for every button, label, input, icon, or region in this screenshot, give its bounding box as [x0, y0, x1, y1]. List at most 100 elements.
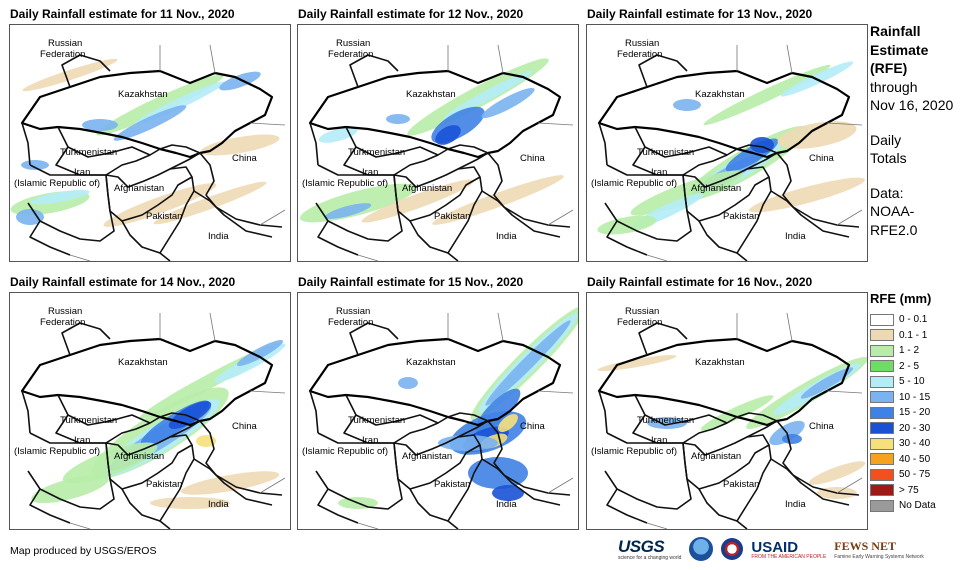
side-line-6: Daily — [870, 131, 902, 148]
map-label-russia_2: Federation — [328, 49, 373, 60]
admin-border — [646, 254, 668, 261]
legend-label: > 75 — [899, 484, 919, 496]
map-label-afghanistan: Afghanistan — [691, 451, 741, 462]
map-label-afghanistan: Afghanistan — [691, 183, 741, 194]
rainfall-area — [597, 355, 677, 371]
map-label-russia_2: Federation — [40, 317, 85, 328]
map-label-china: China — [809, 421, 835, 432]
side-line-8: Data: — [870, 184, 904, 201]
country-border — [309, 390, 319, 434]
country-border — [315, 432, 403, 510]
country-border — [606, 488, 648, 524]
country-border — [481, 190, 561, 238]
country-border — [159, 144, 201, 170]
side-description: Rainfall Estimate (RFE) through Nov 16, … — [870, 22, 953, 239]
country-border — [447, 252, 459, 261]
legend-swatch — [870, 391, 894, 404]
legend-item: No Data — [870, 498, 936, 514]
country-border — [20, 337, 274, 427]
country-border — [27, 432, 115, 510]
rainfall-area — [113, 105, 187, 141]
country-border — [409, 444, 483, 522]
legend-label: 2 - 5 — [899, 360, 920, 372]
map-label-turkmenistan: Turkmenistan — [637, 147, 694, 158]
map-panel-6: Russian Federation Kazakhstan Turkmenistan I… — [586, 292, 868, 530]
admin-border — [836, 477, 863, 494]
legend-swatch — [870, 406, 894, 419]
admin-border — [547, 477, 574, 494]
country-border — [159, 412, 201, 438]
map-label-china: China — [809, 153, 835, 164]
legend-label: 30 - 40 — [899, 438, 931, 450]
admin-border — [826, 390, 863, 394]
admin-border — [646, 522, 668, 529]
map-label-iran_2: (Islamic Republic of) — [14, 178, 100, 189]
legend-item: 10 - 15 — [870, 390, 936, 406]
country-border — [736, 412, 778, 438]
rainfall-area — [703, 64, 831, 126]
map-label-kazakhstan: Kazakhstan — [118, 89, 168, 100]
country-border — [393, 166, 481, 222]
map-panel-3: Russian Federation Kazakhstan Turkmenistan I… — [586, 24, 868, 262]
rainfall-area — [492, 485, 524, 501]
map-label-pakistan: Pakistan — [723, 479, 759, 490]
country-border — [638, 54, 688, 88]
map-label-russia_2: Federation — [617, 317, 662, 328]
country-border — [682, 166, 770, 222]
map-label-china: China — [520, 421, 546, 432]
rainfall-area — [398, 377, 418, 389]
admin-border — [537, 390, 574, 394]
usgs-logo: USGS science for a changing world — [618, 537, 682, 561]
rainfall-area — [82, 119, 118, 131]
legend-item: 30 - 40 — [870, 436, 936, 452]
country-border — [21, 122, 31, 166]
map-label-turkmenistan: Turkmenistan — [637, 415, 694, 426]
rainfall-area — [236, 340, 284, 366]
side-line-2: Estimate — [870, 41, 929, 58]
country-border — [61, 54, 111, 88]
panel-title-4: Daily Rainfall estimate for 14 Nov., 202… — [10, 275, 236, 289]
map-label-pakistan: Pakistan — [146, 479, 182, 490]
country-border — [682, 434, 770, 490]
legend-item: 40 - 50 — [870, 452, 936, 468]
admin-border — [209, 312, 216, 342]
admin-border — [259, 477, 286, 494]
legend-swatch — [870, 484, 894, 497]
legend-swatch — [870, 499, 894, 512]
country-border — [317, 488, 359, 524]
panel-title-2: Daily Rainfall estimate for 12 Nov., 202… — [298, 7, 524, 21]
map-panel-4: Russian Federation Kazakhstan Turkmenistan I… — [9, 292, 291, 530]
country-border — [121, 176, 195, 254]
legend-swatch — [870, 375, 894, 388]
legend-label: 0.1 - 1 — [899, 329, 928, 341]
admin-border — [259, 209, 286, 226]
map-label-russia_1: Russian — [336, 38, 370, 49]
map-label-russia_1: Russian — [336, 306, 370, 317]
legend-label: 1 - 2 — [899, 345, 920, 357]
rainfall-area — [435, 125, 461, 145]
legend-swatch — [870, 329, 894, 342]
admin-border — [497, 44, 504, 74]
rainfall-area — [219, 71, 261, 91]
panel-title-6: Daily Rainfall estimate for 16 Nov., 202… — [587, 275, 813, 289]
rainfall-area — [673, 99, 701, 111]
map-label-iran_2: (Islamic Republic of) — [302, 178, 388, 189]
legend-item: 20 - 30 — [870, 421, 936, 437]
map-label-pakistan: Pakistan — [723, 211, 759, 222]
map-label-iran_1: Iran — [74, 167, 90, 178]
map-panel-5: Russian Federation Kazakhstan Turkmenistan I… — [297, 292, 579, 530]
admin-border — [826, 122, 863, 126]
country-border — [481, 458, 561, 506]
rainfall-area — [103, 183, 217, 227]
rainfall-area — [498, 414, 518, 432]
rainfall-area — [481, 87, 535, 119]
country-border — [598, 390, 608, 434]
country-border — [409, 176, 483, 254]
country-border — [105, 166, 193, 222]
side-line-3: (RFE) — [870, 60, 908, 76]
map-label-india: India — [496, 231, 517, 242]
country-border — [638, 322, 688, 356]
